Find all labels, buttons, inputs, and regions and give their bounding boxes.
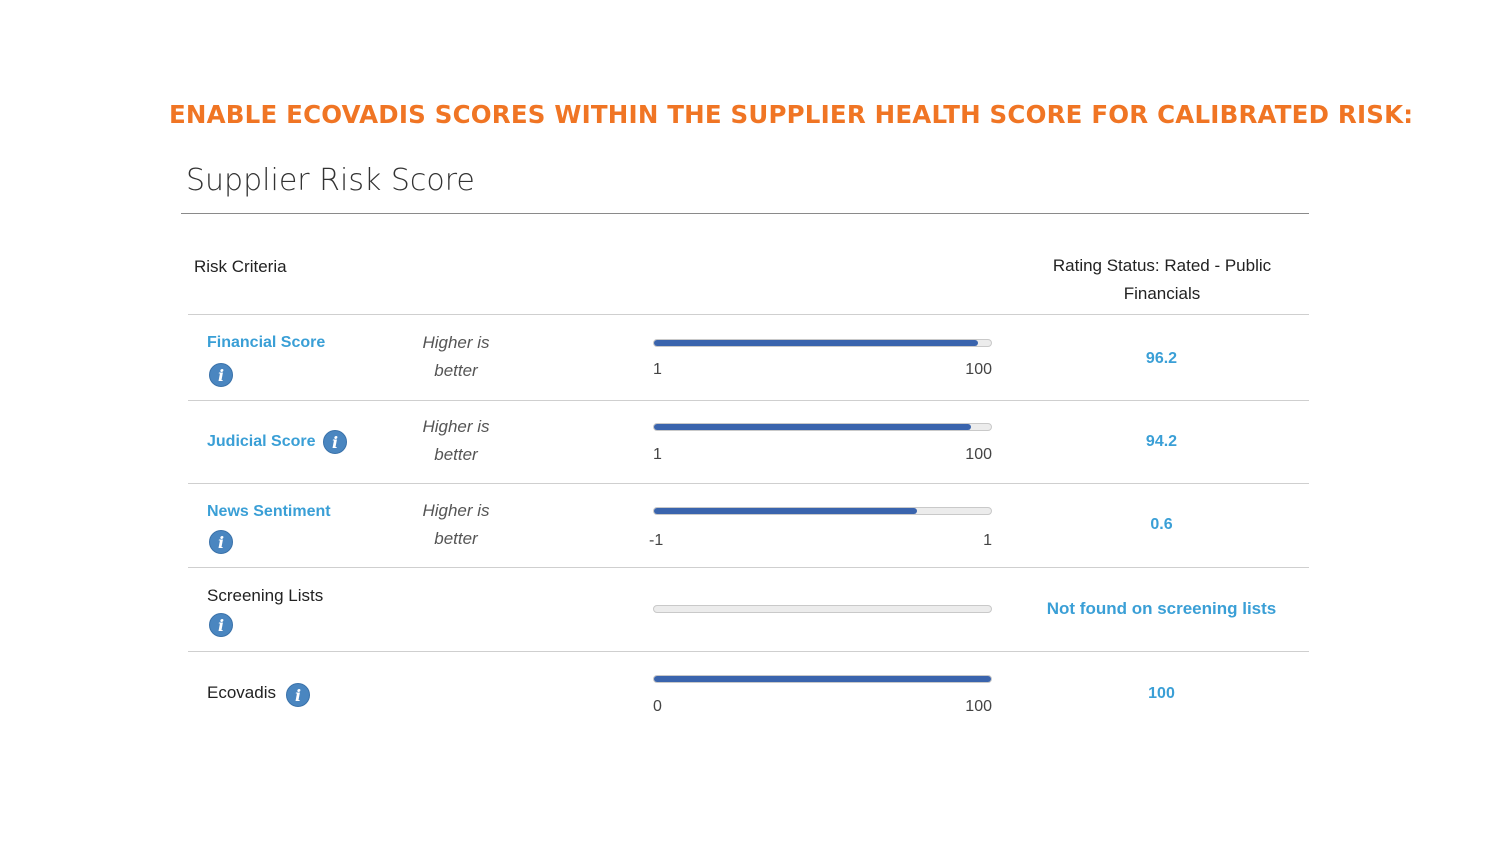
info-icon[interactable]: i [286, 683, 310, 707]
scale-max-label: 1 [983, 532, 992, 549]
scale-min-label: 1 [653, 446, 662, 463]
score-value: 94.2 [1145, 433, 1178, 450]
column-header-risk-criteria: Risk Criteria [194, 257, 287, 276]
scale-min-label: -1 [649, 532, 664, 549]
score-bar-track [653, 339, 992, 347]
score-bar-fill [654, 508, 917, 514]
scale-max-label: 100 [965, 361, 992, 378]
header-divider [188, 314, 1309, 315]
score-value: 0.6 [1150, 516, 1173, 533]
scale-max-label: 100 [965, 446, 992, 463]
scale-min-label: 1 [653, 361, 662, 378]
higher-is-better-hint: Higher is better [422, 417, 490, 464]
higher-is-better-hint: Higher is better [422, 333, 490, 380]
info-icon[interactable]: i [209, 363, 233, 387]
risk-row-screening-lists: Screening Lists i Not found on screening… [188, 568, 1309, 652]
score-bar-fill [654, 676, 991, 682]
info-icon[interactable]: i [209, 530, 233, 554]
ecovadis-label: Ecovadis [207, 683, 276, 702]
score-value: 96.2 [1145, 350, 1178, 367]
info-icon[interactable]: i [323, 430, 347, 454]
column-header-rating-status: Rating Status: Rated - Public Financials [1052, 256, 1272, 303]
title-divider [181, 213, 1309, 214]
score-bar-fill [654, 424, 971, 430]
news-sentiment-link[interactable]: News Sentiment [207, 503, 331, 520]
score-value: 100 [1148, 685, 1175, 702]
page-headline: ENABLE ECOVADIS SCORES WITHIN THE SUPPLI… [169, 100, 1414, 129]
info-icon[interactable]: i [209, 613, 233, 637]
scale-max-label: 100 [965, 698, 992, 715]
financial-score-link[interactable]: Financial Score [207, 334, 326, 351]
score-bar-fill [654, 340, 978, 346]
score-bar-track [653, 675, 992, 683]
risk-row-financial-score: Financial Score i Higher is better 1 100… [188, 315, 1309, 401]
score-bar-track [653, 423, 992, 431]
judicial-score-link[interactable]: Judicial Score [207, 433, 316, 450]
risk-row-ecovadis: Ecovadis i 0 100 100 [188, 652, 1309, 732]
score-bar-track [653, 605, 992, 613]
risk-row-judicial-score: Judicial Score i Higher is better 1 100 … [188, 401, 1309, 484]
screening-lists-label: Screening Lists [207, 586, 324, 605]
scale-min-label: 0 [653, 698, 662, 715]
higher-is-better-hint: Higher is better [422, 501, 490, 548]
screening-status-value: Not found on screening lists [1046, 599, 1277, 618]
risk-row-news-sentiment: News Sentiment i Higher is better -1 1 0… [188, 484, 1309, 568]
score-bar-track [653, 507, 992, 515]
panel-title: Supplier Risk Score [186, 163, 475, 198]
